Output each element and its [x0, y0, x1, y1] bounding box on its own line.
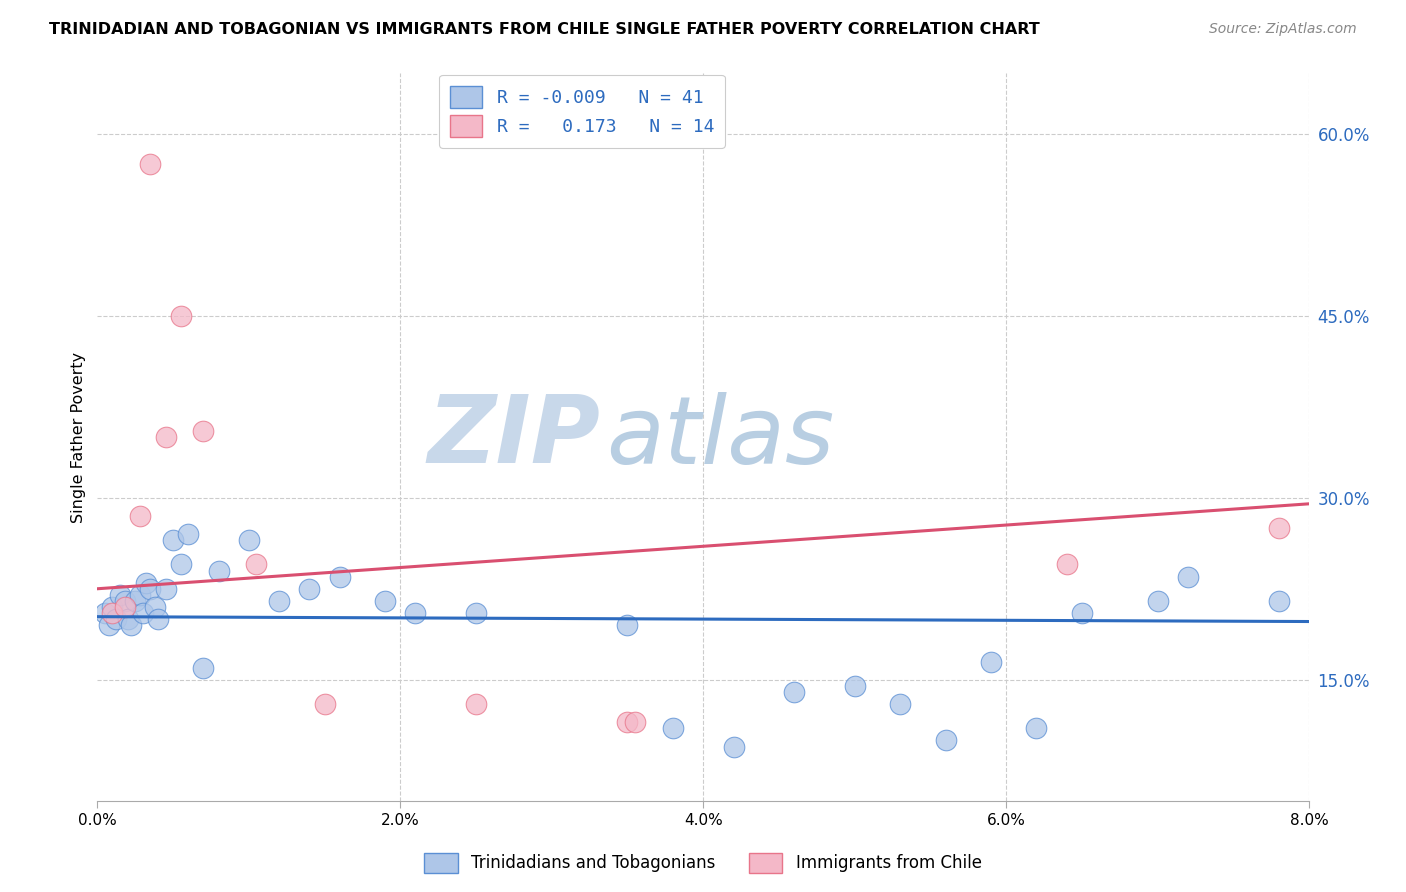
Point [207, 564, 229, 578]
Point [465, 606, 488, 620]
Point [124, 594, 146, 608]
Point [1177, 569, 1199, 583]
Point [94, 606, 117, 620]
Text: Source: ZipAtlas.com: Source: ZipAtlas.com [1209, 22, 1357, 37]
Point [101, 599, 124, 614]
Point [980, 655, 1002, 669]
Point [146, 612, 169, 626]
Point [935, 733, 957, 747]
Text: ZIP: ZIP [427, 391, 600, 483]
Point [155, 430, 177, 444]
Point [374, 594, 396, 608]
Point [193, 424, 215, 438]
Point [139, 157, 162, 171]
Point [238, 533, 260, 548]
Point [889, 697, 911, 711]
Point [269, 594, 291, 608]
Point [139, 582, 162, 596]
Legend: R = -0.009   N = 41, R =   0.173   N = 14: R = -0.009 N = 41, R = 0.173 N = 14 [439, 75, 725, 148]
Point [108, 588, 131, 602]
Point [114, 594, 136, 608]
Point [193, 660, 215, 674]
Point [143, 599, 166, 614]
Point [616, 618, 638, 632]
Point [245, 558, 267, 572]
Point [98, 618, 121, 632]
Point [1025, 722, 1047, 736]
Point [404, 606, 426, 620]
Point [128, 588, 150, 602]
Point [155, 582, 177, 596]
Point [162, 533, 184, 548]
Point [1268, 594, 1291, 608]
Point [135, 575, 157, 590]
Point [1056, 558, 1078, 572]
Point [114, 599, 136, 614]
Point [1070, 606, 1092, 620]
Point [132, 606, 155, 620]
Point [120, 618, 142, 632]
Point [169, 558, 191, 572]
Text: TRINIDADIAN AND TOBAGONIAN VS IMMIGRANTS FROM CHILE SINGLE FATHER POVERTY CORREL: TRINIDADIAN AND TOBAGONIAN VS IMMIGRANTS… [49, 22, 1040, 37]
Point [101, 606, 124, 620]
Legend: Trinidadians and Tobagonians, Immigrants from Chile: Trinidadians and Tobagonians, Immigrants… [418, 847, 988, 880]
Point [329, 569, 352, 583]
Point [117, 612, 139, 626]
Point [169, 309, 191, 323]
Y-axis label: Single Father Poverty: Single Father Poverty [72, 351, 86, 523]
Point [616, 715, 638, 730]
Point [783, 685, 806, 699]
Point [465, 697, 488, 711]
Point [177, 527, 200, 541]
Point [104, 612, 127, 626]
Point [1146, 594, 1168, 608]
Point [128, 508, 150, 523]
Point [314, 697, 336, 711]
Point [844, 679, 866, 693]
Point [298, 582, 321, 596]
Point [723, 739, 745, 754]
Point [662, 722, 685, 736]
Point [1268, 521, 1291, 535]
Text: atlas: atlas [606, 392, 835, 483]
Point [624, 715, 647, 730]
